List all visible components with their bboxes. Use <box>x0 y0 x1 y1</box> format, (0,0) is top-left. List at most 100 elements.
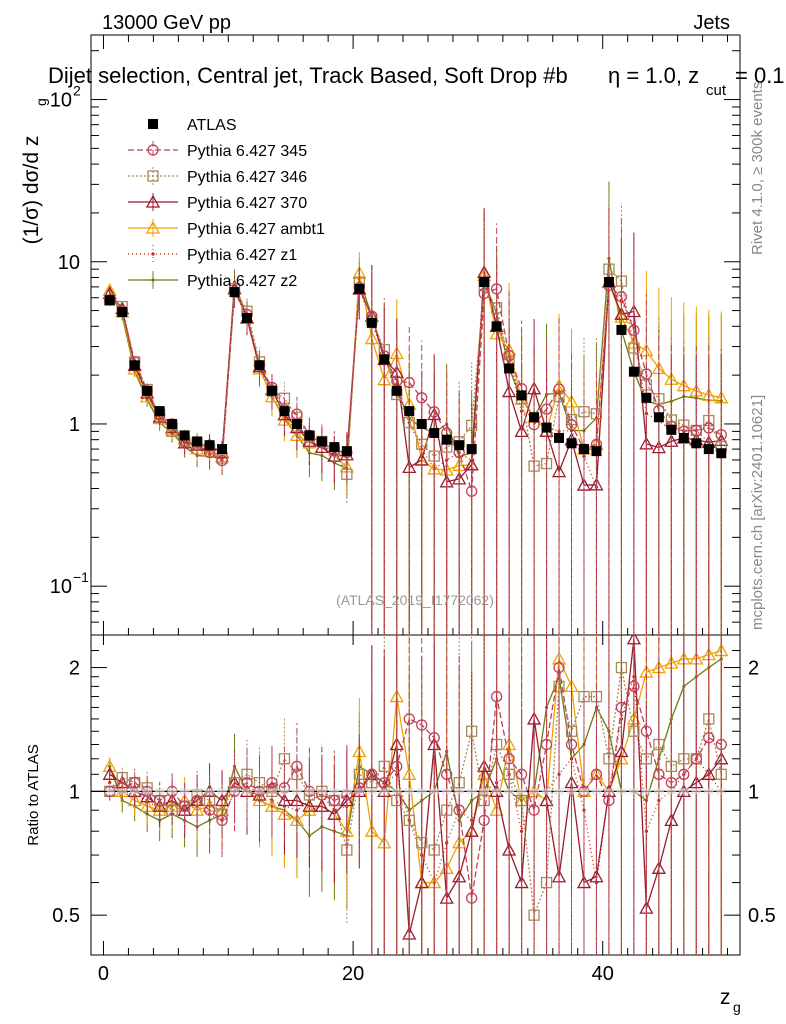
plot-title: Dijet selection, Central jet, Track Base… <box>48 63 568 88</box>
atlas-point <box>603 277 614 288</box>
ratio-point-1 <box>441 768 453 780</box>
atlas-point <box>404 406 415 417</box>
ratio-point-2 <box>553 680 565 693</box>
ratio-point-1 <box>553 661 565 674</box>
ratio-point-1 <box>178 800 191 812</box>
atlas-point <box>117 307 128 318</box>
series-point-3 <box>651 440 666 454</box>
ratio-point-1 <box>528 804 540 816</box>
series-point-2 <box>428 450 440 462</box>
atlas-point <box>316 436 327 447</box>
ratio-point-1 <box>628 680 640 693</box>
series-line-3 <box>109 272 722 486</box>
atlas-point <box>192 436 203 447</box>
atlas-point <box>291 418 302 429</box>
series-point-1 <box>466 485 478 497</box>
ratio-point-1 <box>503 753 515 765</box>
atlas-ratio-band <box>391 788 402 795</box>
atlas-ratio-band <box>117 788 128 795</box>
series-line-5 <box>109 280 722 488</box>
ratio-point-1 <box>490 690 503 703</box>
atlas-point <box>578 444 589 455</box>
atlas-ratio-band <box>591 788 602 795</box>
ratio-plot-frame <box>90 634 741 956</box>
series-point-1 <box>478 287 490 300</box>
atlas-point <box>429 427 440 438</box>
ratio-point-2 <box>628 725 640 737</box>
atlas-point <box>691 438 702 449</box>
legend-marker <box>151 252 155 256</box>
atlas-ratio-band <box>703 788 714 795</box>
series-point-1 <box>553 383 565 395</box>
legend-marker <box>145 194 161 208</box>
atlas-ratio-band <box>167 788 178 795</box>
atlas-ratio-band <box>242 788 253 795</box>
atlas-ratio-band <box>304 788 315 795</box>
x-axis-label-sub: g <box>733 999 741 1015</box>
plot-title-end: = 0.1 <box>735 63 785 88</box>
atlas-ratio-band <box>504 788 515 795</box>
ratio-point-2 <box>665 760 678 773</box>
atlas-ratio-band <box>641 788 652 795</box>
atlas-ratio-band <box>316 788 327 795</box>
y-tick-exponent: −1 <box>73 569 89 585</box>
series-point-1 <box>565 419 578 431</box>
atlas-ratio-band <box>354 788 365 795</box>
atlas-point <box>217 444 228 455</box>
atlas-ratio-band <box>192 788 203 795</box>
atlas-point <box>379 354 390 365</box>
atlas-ratio-band <box>554 788 565 795</box>
series-point-1 <box>628 324 640 336</box>
ratio-point-1 <box>665 776 678 789</box>
ratio-point-1 <box>241 776 253 789</box>
ratio-line-2 <box>109 667 722 916</box>
atlas-ratio-band <box>404 788 415 795</box>
atlas-point <box>229 287 240 298</box>
ratio-point-1 <box>328 794 341 807</box>
atlas-ratio-band <box>154 788 165 795</box>
legend-marker <box>145 220 161 234</box>
series-point-2 <box>578 406 590 418</box>
plot-title-sub: cut <box>706 82 727 99</box>
atlas-ratio-band <box>291 788 302 795</box>
ratio-point-2 <box>403 814 415 827</box>
rivet-note: Rivet 4.1.0, ≥ 300k events <box>749 82 766 255</box>
analysis-watermark: (ATLAS_2019_I1772062) <box>336 592 494 608</box>
ratio-point-3 <box>477 759 492 773</box>
ratio-point-1 <box>565 738 578 751</box>
atlas-point <box>491 321 502 332</box>
legend-label: Pythia 6.427 ambt1 <box>187 221 325 238</box>
atlas-ratio-band <box>678 788 689 795</box>
legend-label: Pythia 6.427 346 <box>187 169 307 186</box>
svg-text:g: g <box>33 98 49 106</box>
atlas-point <box>242 313 253 324</box>
atlas-point <box>366 317 377 328</box>
atlas-ratio-band <box>329 788 340 795</box>
series-point-1 <box>216 454 228 467</box>
atlas-ratio-band <box>691 788 702 795</box>
atlas-point <box>441 434 452 445</box>
series-point-1 <box>428 406 440 418</box>
atlas-ratio-band <box>104 788 115 795</box>
series-point-1 <box>403 376 415 389</box>
atlas-ratio-band <box>179 788 190 795</box>
ratio-point-3 <box>701 766 716 780</box>
ratio-point-1 <box>690 753 702 765</box>
atlas-ratio-band <box>266 788 277 795</box>
atlas-ratio-band <box>129 788 140 795</box>
atlas-ratio-band <box>429 788 440 795</box>
legend-label: ATLAS <box>187 117 237 134</box>
series-point-1 <box>690 424 702 437</box>
y-axis-label-main: (1/σ) dσ/d z g <box>20 98 49 244</box>
y-tick-label: 10 <box>50 576 72 598</box>
atlas-point <box>541 422 552 433</box>
atlas-point <box>591 446 602 457</box>
atlas-ratio-band <box>628 788 639 795</box>
ratio-point-1 <box>378 776 390 789</box>
y-axis-label-ratio: Ratio to ATLAS <box>25 744 42 845</box>
atlas-ratio-band <box>616 788 627 795</box>
ratio-point-1 <box>715 738 727 751</box>
legend-label: Pythia 6.427 370 <box>187 195 307 212</box>
atlas-point <box>329 442 340 453</box>
ratio-point-3 <box>140 789 155 803</box>
